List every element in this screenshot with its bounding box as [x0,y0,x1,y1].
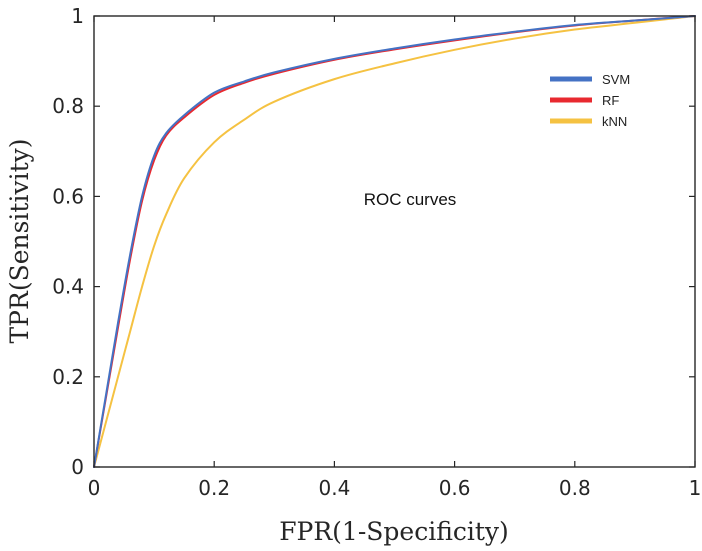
plot-frame [93,15,696,468]
series-layer [93,15,696,468]
tick-layer: 0 0.2 0.4 0.6 0.8 1 0 0.2 0.4 0.6 0.8 1 [52,4,701,500]
x-axis-label: FPR(1-Specificity) [279,517,509,546]
legend: SVM RF kNN [550,72,630,129]
y-tick-label: 0.2 [52,365,84,389]
x-tick-label: 0.4 [318,476,350,500]
legend-label-rf: RF [602,93,619,108]
x-tick-label: 0 [88,476,101,500]
y-tick-label: 0.8 [52,94,84,118]
y-axis-label: TPR(Sensitivity) [5,138,34,343]
y-tick-label: 0 [71,455,84,479]
annotation-roc-curves: ROC curves [364,190,457,209]
y-tick-label: 0.4 [52,275,84,299]
y-tick-label: 1 [71,4,84,28]
x-tick-label: 1 [689,476,702,500]
legend-label-knn: kNN [602,114,627,129]
x-tick-label: 0.6 [439,476,471,500]
series-line-knn [93,15,696,468]
series-line-svm [93,15,696,468]
legend-label-svm: SVM [602,72,630,87]
x-tick-label: 0.2 [198,476,230,500]
y-tick-label: 0.6 [52,184,84,208]
x-tick-label: 0.8 [559,476,591,500]
